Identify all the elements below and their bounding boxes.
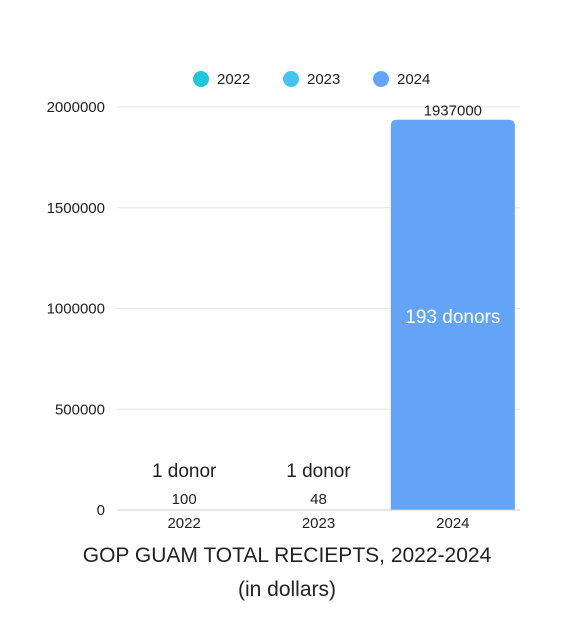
y-axis: 0 500000 1000000 1500000 2000000 (47, 99, 105, 519)
legend-label-2023: 2023 (307, 71, 340, 88)
donor-label-2023: 1 donor (286, 461, 351, 482)
y-tick-label: 0 (97, 502, 105, 519)
bars: 100 1 donor 48 1 donor 1937000 193 donors (122, 103, 515, 511)
chart-title: GOP GUAM TOTAL RECIEPTS, 2022-2024 (82, 544, 492, 567)
legend-label-2024: 2024 (397, 71, 430, 88)
x-axis: 2022 2023 2024 (117, 509, 520, 532)
x-tick-label: 2022 (167, 515, 200, 532)
donor-label-2022: 1 donor (152, 461, 217, 482)
x-tick-label: 2023 (302, 515, 335, 532)
legend-marker-2024 (373, 71, 389, 87)
bar-2024 (390, 119, 515, 510)
legend-label-2022: 2022 (217, 71, 250, 88)
y-tick-label: 500000 (55, 401, 105, 418)
data-label-2023: 48 (310, 491, 327, 508)
legend-marker-2023 (283, 71, 299, 87)
legend-marker-2022 (193, 71, 209, 87)
chart-subtitle: (in dollars) (237, 578, 337, 601)
y-tick-label: 1000000 (47, 301, 105, 318)
x-tick-label: 2024 (436, 515, 469, 532)
donor-label-2024: 193 donors (405, 307, 500, 328)
legend: 2022 2023 2024 (193, 71, 430, 88)
data-label-2022: 100 (172, 491, 197, 508)
y-tick-label: 1500000 (47, 200, 105, 217)
data-label-2024: 1937000 (424, 103, 482, 120)
y-tick-label: 2000000 (47, 99, 105, 116)
